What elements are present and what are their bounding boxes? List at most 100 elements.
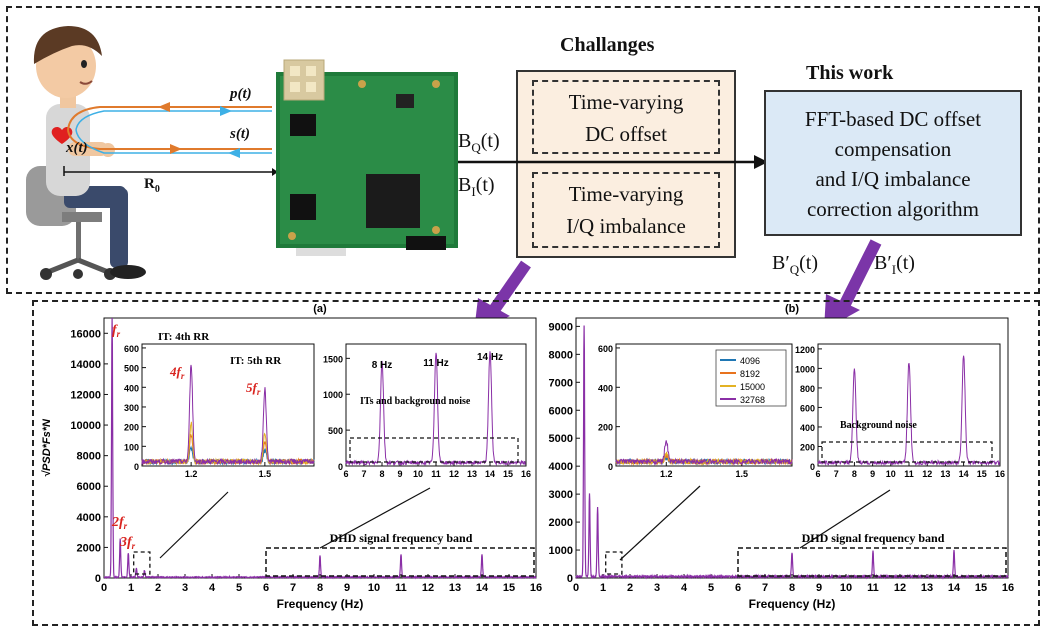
chart-a-xtick-label: 0 <box>101 582 107 594</box>
chart-b-ytick-label: 3000 <box>549 489 573 501</box>
chart-b-legend-label: 8192 <box>740 369 760 379</box>
chart-a-xtick-label: 16 <box>530 582 542 594</box>
chart-b-series-line <box>575 325 1009 580</box>
chart-b-inset-note: Background noise <box>840 420 917 431</box>
chart-a-inset-high-xtick-label: 6 <box>343 469 348 479</box>
chart-a-xtick-label: 6 <box>263 582 269 594</box>
chart-a-inset-5th-label: IT: 5th RR <box>230 355 282 367</box>
chart-b-legend-label: 15000 <box>740 382 765 392</box>
chart-a-low-box <box>133 551 151 575</box>
label-s: s(t) <box>230 126 250 142</box>
chart-b-ytick-label: 9000 <box>549 321 573 333</box>
chart-b-connector-high <box>799 489 891 549</box>
chart-a-inset-8hz: 8 Hz <box>372 360 393 371</box>
radar-waves <box>63 102 279 182</box>
chart-a-inset-high-series-line <box>345 351 526 467</box>
chart-a-xtick-label: 15 <box>503 582 515 594</box>
chart-a-ytick-label: 16000 <box>70 328 101 340</box>
chart-b-inset-high-ytick-label: 200 <box>800 442 815 452</box>
chart-b-xtick-label: 1 <box>600 582 606 594</box>
chart-b-ytick-label: 2000 <box>549 517 573 529</box>
chart-a-inset-note: ITs and background noise <box>360 396 471 407</box>
chart-b-inset-high-ytick-label: 0 <box>810 462 815 472</box>
challenge-iq-imbalance: Time-varying I/Q imbalance <box>532 172 720 248</box>
chart-b-inset-high-ytick-label: 400 <box>800 423 815 433</box>
chart-b-inset-low-ytick-label: 0 <box>608 462 613 472</box>
chart-b-xtick-label: 9 <box>816 582 822 594</box>
chart-b-inset-high-ytick-label: 1200 <box>795 345 815 355</box>
chart-b-band-label: DHD signal frequency band <box>802 531 945 545</box>
signal-bq-in: BQ(t) <box>458 130 500 155</box>
chart-a-inset-low-ytick-label: 600 <box>124 344 139 354</box>
signal-bi-out: B′I(t) <box>874 252 915 277</box>
chart-a-inset-low-frame <box>141 343 315 467</box>
this-work-box: FFT-based DC offset compensation and I/Q… <box>764 90 1022 236</box>
chart-b-xlabel: Frequency (Hz) <box>749 597 836 611</box>
chart-b-xtick-label: 8 <box>789 582 795 594</box>
chart-a-xtick-label: 9 <box>344 582 350 594</box>
chart-b-ytick-label: 7000 <box>549 377 573 389</box>
chart-b-inset-high-ytick-label: 1000 <box>795 364 815 374</box>
chart-b-band-box <box>737 547 1007 577</box>
chart-b-legend-label: 4096 <box>740 356 760 366</box>
chart-a-connector-low <box>159 491 229 559</box>
chart-b-xtick-label: 16 <box>1002 582 1014 594</box>
chart-b-ytick-label: 6000 <box>549 405 573 417</box>
chart-b-xtick-label: 0 <box>573 582 579 594</box>
chart-a-inset-noise-box <box>349 437 519 463</box>
chart-a-ytick-label: 12000 <box>70 389 101 401</box>
chart-a-xlabel: Frequency (Hz) <box>277 597 364 611</box>
chart-b-inset-high-xtick-label: 13 <box>940 469 950 479</box>
chart-b-inset-high-ytick-label: 800 <box>800 384 815 394</box>
chart-a-inset-4fr: 4fr <box>169 364 185 381</box>
chart-a-series-line <box>103 317 537 580</box>
signal-bq-out: B′Q(t) <box>772 252 818 277</box>
chart-b-xtick-label: 7 <box>762 582 768 594</box>
chart-b-xtick-label: 6 <box>735 582 741 594</box>
chart-a-xtick-label: 12 <box>422 582 434 594</box>
chart-b-inset-low-ytick-label: 400 <box>598 383 613 393</box>
chart-b-legend-label: 32768 <box>740 395 765 405</box>
this-work-title: This work <box>806 62 894 84</box>
chart-a-xtick-label: 2 <box>155 582 161 594</box>
chart-b-inset-low-xtick-label: 1.5 <box>735 469 748 479</box>
chart-a-3fr-label: 3fr <box>119 535 136 551</box>
chart-b-xtick-label: 4 <box>681 582 688 594</box>
bottom-panel <box>32 300 1040 626</box>
chart-a-xtick-label: 10 <box>368 582 380 594</box>
chart-a-inset-high-xtick-label: 13 <box>467 469 477 479</box>
chart-a-2fr-label: 2fr <box>111 515 128 531</box>
chart-a-inset-high-ytick-label: 0 <box>338 462 343 472</box>
signal-bi-in: BI(t) <box>458 174 495 199</box>
chart-a-xtick-label: 7 <box>290 582 296 594</box>
chart-a-inset-high-ytick-label: 500 <box>328 426 343 436</box>
chart-a-inset-high-ytick-label: 1500 <box>323 354 343 364</box>
chart-b-ytick-label: 4000 <box>549 461 573 473</box>
chart-b-inset-high-xtick-label: 14 <box>959 469 969 479</box>
heart-icon <box>51 127 73 144</box>
label-r0: R0 <box>144 176 160 195</box>
chart-b-inset-high-xtick-label: 9 <box>870 469 875 479</box>
chart-b-inset-high-xtick-label: 10 <box>886 469 896 479</box>
chart-b-xtick-label: 11 <box>867 582 879 594</box>
chart-a-xtick-label: 13 <box>449 582 461 594</box>
chart-a-ytick-label: 10000 <box>70 420 101 432</box>
challenges-box <box>516 70 736 258</box>
chart-b-xtick-label: 15 <box>975 582 987 594</box>
chart-a-inset-high-xtick-label: 8 <box>379 469 384 479</box>
chart-b-inset-high-xtick-label: 6 <box>815 469 820 479</box>
chart-b-inset-high-xtick-label: 11 <box>904 469 914 479</box>
chart-a-band-box <box>265 547 535 577</box>
chart-a-inset-low-ytick-label: 100 <box>124 442 139 452</box>
chart-a-ytick-label: 14000 <box>70 359 101 371</box>
chart-a-xtick-label: 8 <box>317 582 323 594</box>
chart-a-inset-high-frame <box>345 343 527 467</box>
challenges-title: Challanges <box>560 34 655 56</box>
chart-a-inset-low-ytick-label: 0 <box>134 462 139 472</box>
chart-b-ytick-label: 0 <box>567 573 573 585</box>
chart-b-inset-low-series-line <box>615 440 793 466</box>
chart-b-inset-high-xtick-label: 15 <box>977 469 987 479</box>
main-flow-arrow <box>458 155 768 169</box>
chart-a-inset-4th-label: IT: 4th RR <box>158 331 210 343</box>
